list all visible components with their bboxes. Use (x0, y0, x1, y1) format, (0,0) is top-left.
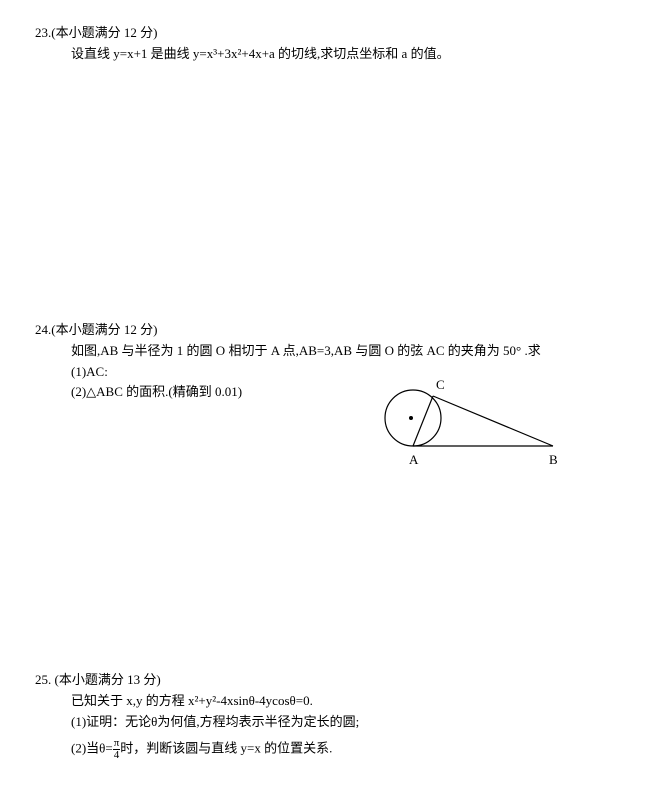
problem-24-number: 24.(本小题满分 12 分) (35, 320, 635, 341)
problem-25-sub1: (1)证明：无论θ为何值,方程均表示半径为定长的圆; (35, 712, 635, 733)
problem-25-sub2-suffix: 时，判断该圆与直线 y=x 的位置关系. (120, 741, 332, 756)
problem-25-stem-line1: 已知关于 x,y 的方程 x²+y²-4xsinθ-4ycosθ=0. (35, 691, 635, 712)
problem-23: 23.(本小题满分 12 分) 设直线 y=x+1 是曲线 y=x³+3x²+4… (35, 23, 635, 65)
problem-25-sub2-prefix: (2)当θ= (71, 741, 113, 756)
figure-center-dot (409, 416, 413, 420)
figure-line-cb (433, 396, 553, 446)
problem-24-figure: C A B (363, 378, 583, 498)
figure-label-b: B (549, 452, 558, 467)
problem-23-stem: 设直线 y=x+1 是曲线 y=x³+3x²+4x+a 的切线,求切点坐标和 a… (35, 44, 635, 65)
problem-24-stem-line1: 如图,AB 与半径为 1 的圆 O 相切于 A 点,AB=3,AB 与圆 O 的… (35, 341, 635, 362)
problem-23-number: 23.(本小题满分 12 分) (35, 23, 635, 44)
problem-25: 25. (本小题满分 13 分) 已知关于 x,y 的方程 x²+y²-4xsi… (35, 670, 635, 761)
problem-25-number: 25. (本小题满分 13 分) (35, 670, 635, 691)
figure-label-a: A (409, 452, 419, 467)
figure-label-c: C (436, 378, 445, 392)
problem-25-sub2: (2)当θ=π4时，判断该圆与直线 y=x 的位置关系. (35, 738, 635, 761)
